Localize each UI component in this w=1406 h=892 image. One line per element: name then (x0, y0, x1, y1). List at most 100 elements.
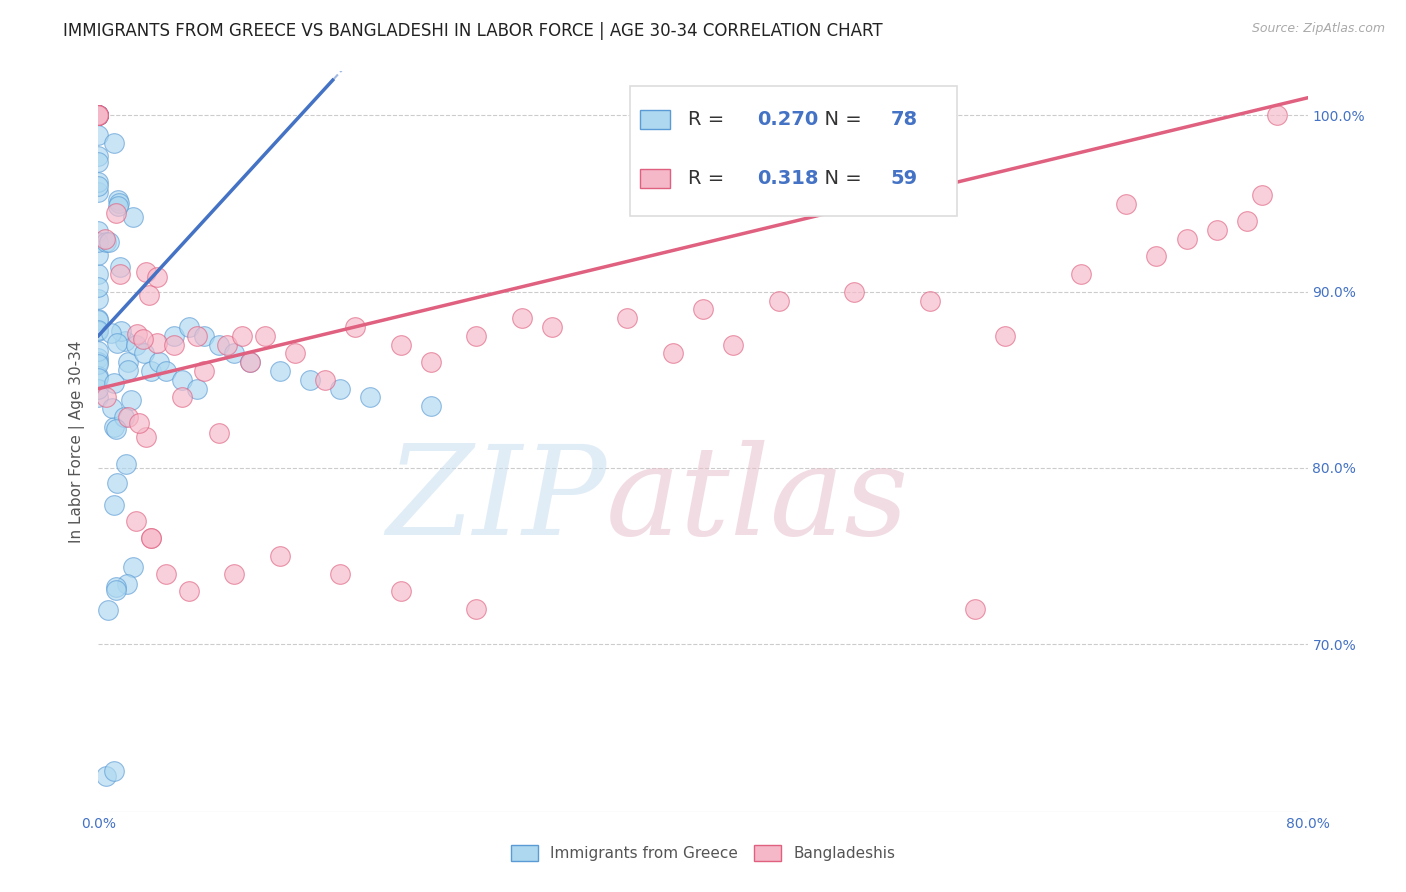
Point (87, 313, 110, 327)
Point (170, 373, 193, 387)
Point (107, 475, 129, 490)
Point (186, 328, 208, 343)
Point (94, 235, 117, 250)
Point (1251, 187, 1274, 202)
Point (1144, 250, 1167, 264)
Legend: Immigrants from Greece, Bangladeshis: Immigrants from Greece, Bangladeshis (505, 838, 901, 867)
Point (103, 420, 125, 434)
Point (97, 235, 120, 249)
Point (155, 566, 177, 581)
Point (87, 108, 110, 122)
Point (110, 324, 132, 338)
Point (87, 155, 110, 169)
Point (1206, 223, 1229, 237)
Point (112, 410, 135, 425)
Point (141, 364, 163, 378)
Point (87, 108, 110, 122)
Point (239, 355, 262, 369)
Point (224, 346, 246, 360)
Point (141, 532, 163, 546)
Point (135, 265, 157, 279)
Point (105, 336, 128, 351)
Point (87, 108, 110, 122)
Point (104, 422, 127, 436)
Point (87, 267, 110, 281)
Point (994, 328, 1017, 343)
Point (120, 392, 142, 407)
Point (465, 602, 488, 616)
Text: N =: N = (811, 169, 868, 188)
Point (87, 175, 110, 189)
Point (122, 210, 145, 224)
Point (389, 584, 412, 599)
Point (105, 580, 128, 594)
Point (389, 337, 412, 351)
Point (1070, 267, 1092, 281)
Point (510, 311, 533, 326)
Point (87, 279, 110, 293)
Point (844, 285, 866, 299)
Text: 0.270: 0.270 (758, 110, 818, 129)
FancyBboxPatch shape (630, 87, 957, 216)
Point (87, 324, 110, 338)
Point (87, 357, 110, 371)
Point (344, 320, 367, 334)
Point (87, 108, 110, 122)
Point (420, 399, 443, 413)
Point (87, 128, 110, 143)
Point (139, 532, 162, 546)
Point (269, 364, 291, 378)
Point (224, 566, 246, 581)
Point (269, 549, 291, 563)
Point (87, 371, 110, 385)
Point (1115, 196, 1137, 211)
Point (215, 337, 238, 351)
Point (1267, 108, 1289, 122)
Point (179, 584, 201, 599)
Point (87, 344, 110, 359)
Point (87, 108, 110, 122)
Point (125, 327, 148, 342)
Point (239, 355, 262, 369)
Text: R =: R = (689, 169, 731, 188)
Point (101, 401, 124, 415)
Point (420, 355, 443, 369)
Point (918, 293, 941, 308)
Y-axis label: In Labor Force | Age 30-34: In Labor Force | Age 30-34 (69, 340, 84, 543)
Point (87, 108, 110, 122)
Point (87, 312, 110, 326)
Point (117, 355, 139, 369)
Point (117, 363, 139, 377)
Point (253, 328, 276, 343)
Point (208, 337, 231, 351)
Point (692, 302, 714, 317)
Point (87, 108, 110, 122)
Point (231, 328, 253, 343)
Point (193, 364, 215, 378)
Point (179, 320, 201, 334)
Point (96, 391, 118, 405)
Point (314, 373, 336, 387)
Point (87, 108, 110, 122)
Point (108, 267, 131, 281)
Point (186, 382, 208, 396)
Point (107, 199, 129, 213)
Point (94, 769, 117, 783)
Point (1236, 214, 1258, 228)
Point (87, 186, 110, 200)
Point (100, 326, 122, 340)
Point (87, 108, 110, 122)
Point (107, 195, 129, 210)
Point (299, 373, 322, 387)
Point (87, 224, 110, 238)
Point (108, 260, 131, 274)
Point (87, 235, 110, 249)
Point (97, 603, 120, 617)
Point (965, 602, 987, 616)
Point (148, 355, 170, 369)
Point (94, 232, 117, 246)
Point (87, 351, 110, 366)
Point (146, 335, 169, 350)
Text: 59: 59 (890, 169, 918, 188)
Text: N =: N = (811, 110, 868, 129)
